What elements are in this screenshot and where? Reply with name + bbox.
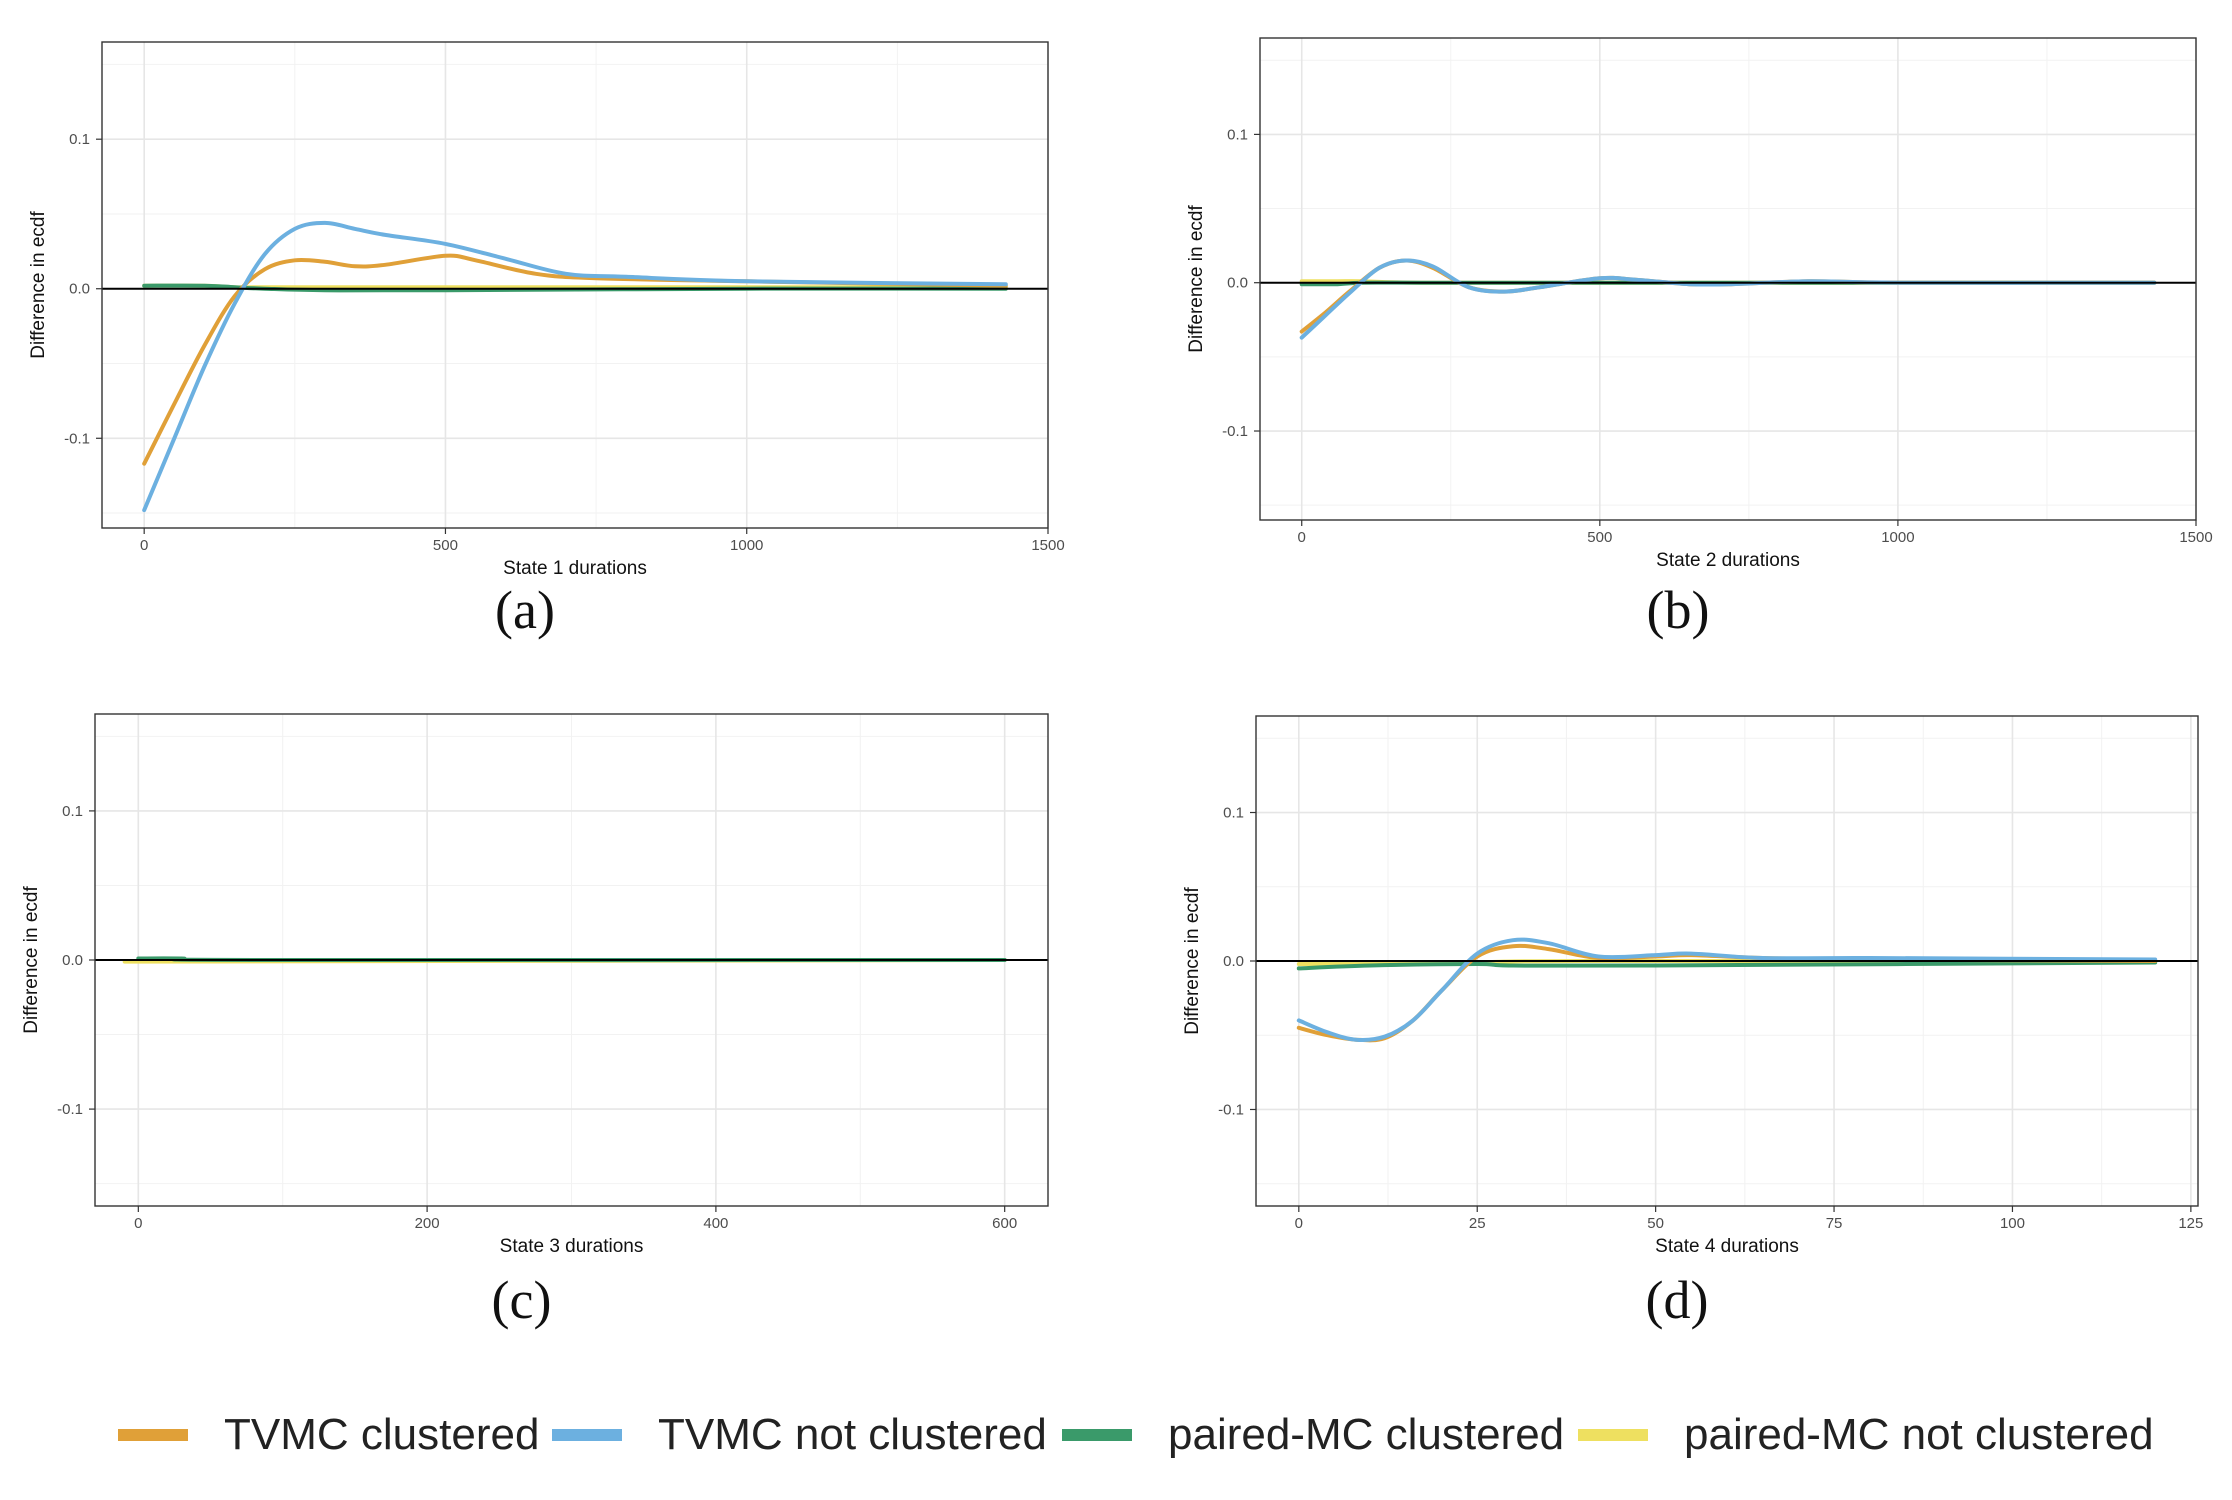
legend-swatch-paired-mc-not-clustered (1578, 1429, 1648, 1441)
x-axis-label: State 2 durations (1656, 550, 1800, 571)
legend-item-paired-mc-clustered: paired-MC clustered (1062, 1395, 1564, 1475)
x-tick-label: 500 (433, 537, 458, 554)
panel-caption: (a) (495, 580, 555, 640)
x-tick-label: 0 (1298, 529, 1306, 546)
panel-a: 0 500 1000 1500 -0.1 0.0 0.1 State 1 durations D… (28, 41, 1065, 640)
y-axis-label: Difference in ecdf (1186, 205, 1207, 353)
y-tick-label: 0.1 (69, 131, 90, 148)
panel-c: 0 200 400 600 -0.1 0.0 0.1 State 3 durations Dif… (21, 713, 1049, 1330)
x-tick-label: 25 (1469, 1215, 1486, 1232)
x-tick-label: 1000 (1881, 529, 1914, 546)
legend-item-paired-mc-not-clustered: paired-MC not clustered (1578, 1395, 2154, 1475)
y-axis-label: Difference in ecdf (21, 886, 42, 1034)
legend-swatch-tvmc-clustered (118, 1429, 188, 1441)
y-tick-label: -0.1 (1222, 423, 1248, 440)
y-tick-label: 0.1 (62, 803, 83, 820)
panel-border (94, 713, 1049, 1207)
x-tick-label: 400 (703, 1215, 728, 1232)
legend-swatch-tvmc-not-clustered (552, 1429, 622, 1441)
y-axis-label: Difference in ecdf (1182, 887, 1203, 1035)
y-tick-label: 0.0 (1227, 275, 1248, 292)
y-tick-label: -0.1 (57, 1101, 83, 1118)
panel-b: 0 500 1000 1500 -0.1 0.0 0.1 State 2 durations D… (1186, 37, 2213, 640)
series-group (1296, 937, 2158, 1043)
panel-border (1259, 37, 2197, 521)
panel-border (1255, 715, 2199, 1207)
x-tick-label: 1500 (1031, 537, 1064, 554)
y-tick-label: 0.0 (1223, 953, 1244, 970)
y-tick-label: 0.0 (62, 952, 83, 969)
series-group (142, 220, 1008, 513)
series-line-paired-mc-clustered (1296, 960, 2158, 971)
x-axis-label: State 1 durations (503, 558, 647, 579)
legend-swatch-paired-mc-clustered (1062, 1429, 1132, 1441)
x-tick-label: 500 (1587, 529, 1612, 546)
y-axis-label: Difference in ecdf (28, 211, 49, 359)
legend-label-tvmc-clustered: TVMC clustered (224, 1410, 540, 1459)
x-tick-label: 1500 (2179, 529, 2212, 546)
series-line-tvmc-not-clustered (142, 220, 1008, 513)
panel-caption: (d) (1646, 1270, 1709, 1330)
x-tick-label: 1000 (730, 537, 763, 554)
x-tick-label: 50 (1647, 1215, 1664, 1232)
x-tick-label: 100 (2000, 1215, 2025, 1232)
y-tick-label: 0.1 (1223, 805, 1244, 822)
legend: TVMC clustered TVMC not clustered paired… (0, 1395, 2232, 1475)
series-group (1299, 258, 2157, 340)
x-tick-label: 75 (1826, 1215, 1843, 1232)
series-line-tvmc-not-clustered (1296, 937, 2158, 1042)
legend-label-tvmc-not-clustered: TVMC not clustered (658, 1410, 1047, 1459)
x-axis-label: State 3 durations (500, 1236, 644, 1257)
y-tick-label: -0.1 (64, 430, 90, 447)
legend-label-paired-mc-not-clustered: paired-MC not clustered (1684, 1410, 2154, 1459)
y-tick-label: 0.1 (1227, 126, 1248, 143)
panel-d: 0 25 50 75 100 125 -0.1 0.0 0.1 State 4 durations… (1182, 715, 2203, 1330)
y-tick-label: -0.1 (1218, 1101, 1244, 1118)
series-line-tvmc-clustered (1299, 258, 2157, 334)
legend-label-paired-mc-clustered: paired-MC clustered (1168, 1410, 1565, 1459)
series-line-tvmc-not-clustered (1299, 258, 2157, 340)
legend-item-tvmc-not-clustered: TVMC not clustered (552, 1395, 1047, 1475)
y-tick-label: 0.0 (69, 281, 90, 298)
panel-caption: (c) (492, 1270, 552, 1330)
legend-item-tvmc-clustered: TVMC clustered (118, 1395, 539, 1475)
panel-border (101, 41, 1049, 529)
x-tick-label: 125 (2178, 1215, 2203, 1232)
x-axis-label: State 4 durations (1655, 1236, 1799, 1257)
x-tick-label: 200 (415, 1215, 440, 1232)
x-tick-label: 0 (134, 1215, 142, 1232)
x-tick-label: 600 (992, 1215, 1017, 1232)
panel-caption: (b) (1647, 580, 1710, 640)
x-tick-label: 0 (140, 537, 148, 554)
x-tick-label: 0 (1295, 1215, 1303, 1232)
